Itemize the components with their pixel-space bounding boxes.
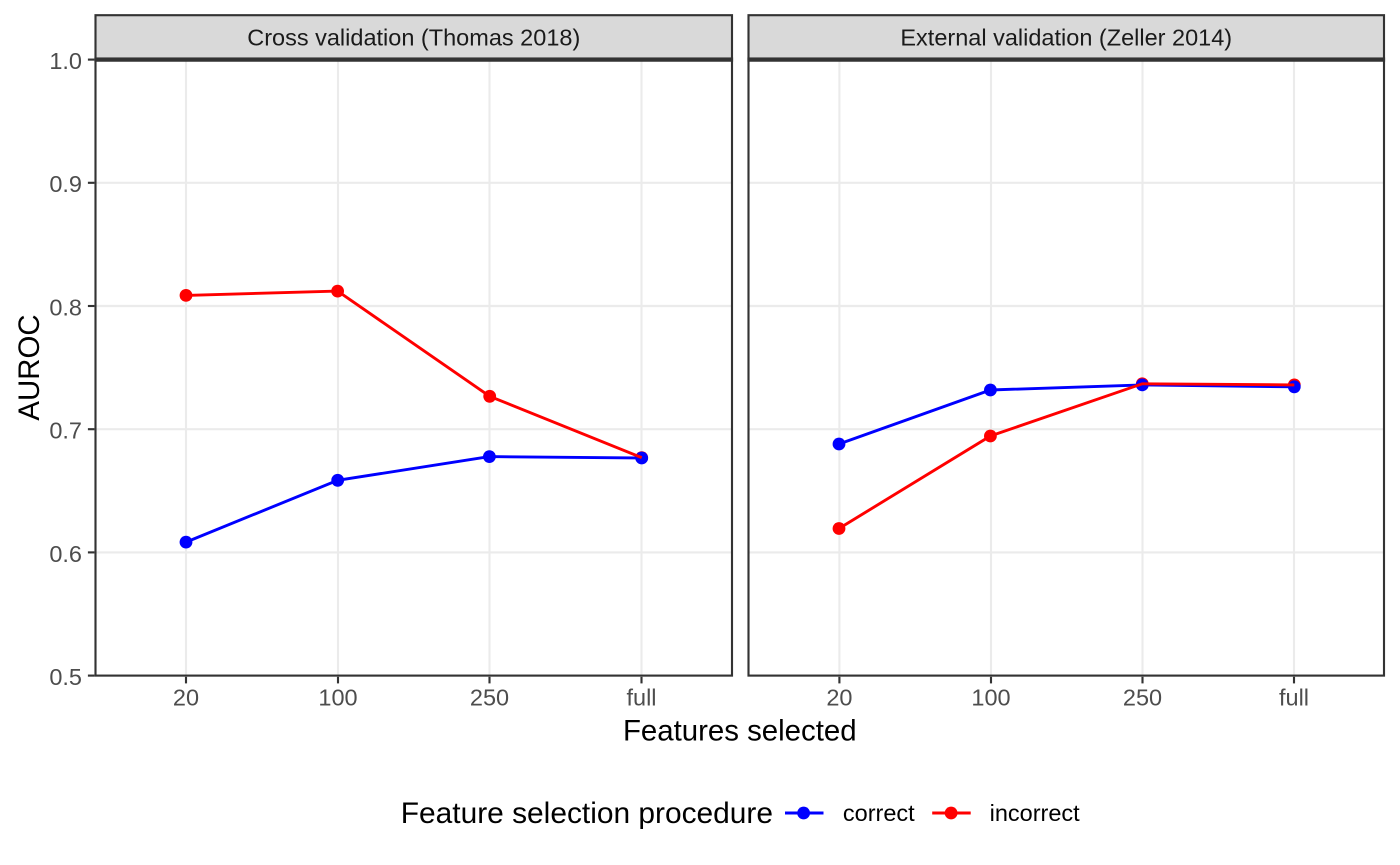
svg-text:20: 20 (173, 685, 199, 711)
svg-text:full: full (1279, 685, 1309, 711)
svg-text:250: 250 (1123, 685, 1162, 711)
svg-text:incorrect: incorrect (990, 800, 1081, 826)
svg-text:Features selected: Features selected (623, 715, 857, 748)
svg-text:0.7: 0.7 (49, 418, 82, 444)
svg-text:0.5: 0.5 (49, 664, 82, 690)
svg-text:Feature selection procedure: Feature selection procedure (401, 797, 773, 830)
svg-text:100: 100 (318, 685, 357, 711)
svg-text:full: full (626, 685, 656, 711)
svg-text:External validation (Zeller 20: External validation (Zeller 2014) (900, 24, 1232, 50)
svg-text:0.9: 0.9 (49, 171, 82, 197)
svg-text:250: 250 (470, 685, 509, 711)
svg-text:0.8: 0.8 (49, 294, 82, 320)
svg-text:1.0: 1.0 (49, 48, 82, 74)
svg-text:100: 100 (971, 685, 1010, 711)
svg-text:AUROC: AUROC (13, 314, 46, 420)
svg-text:correct: correct (843, 800, 915, 826)
svg-text:Cross validation (Thomas 2018): Cross validation (Thomas 2018) (247, 24, 580, 50)
svg-text:0.6: 0.6 (49, 541, 82, 567)
svg-text:20: 20 (826, 685, 852, 711)
